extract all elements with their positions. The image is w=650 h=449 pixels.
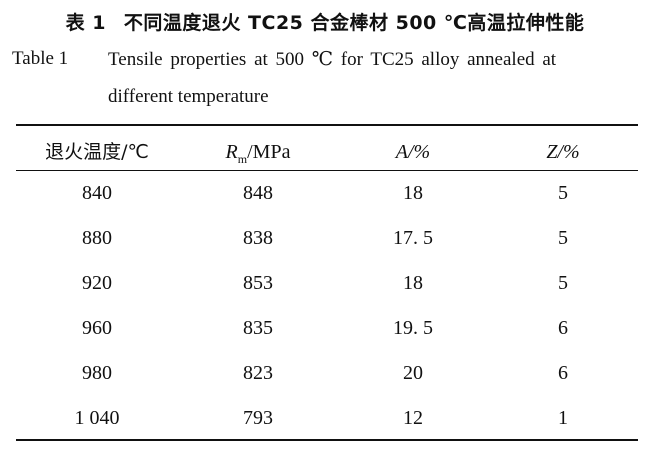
table-cell: 848 bbox=[243, 182, 273, 204]
table-cell: 960 bbox=[82, 317, 112, 339]
table-row: 980 823 20 6 bbox=[16, 353, 638, 393]
table-row: 960 835 19. 5 6 bbox=[16, 308, 638, 348]
table-cell: 18 bbox=[403, 272, 423, 294]
top-rule bbox=[16, 124, 638, 126]
table-cell: 853 bbox=[243, 272, 273, 294]
header-a: A/% bbox=[395, 141, 431, 163]
table-title-english-line2: different temperature bbox=[108, 86, 269, 107]
table-cell: 920 bbox=[82, 272, 112, 294]
table-cell: 823 bbox=[243, 362, 273, 384]
table-header-row: 退火温度/℃ Rm/MPa A/% Z/% bbox=[16, 132, 638, 172]
table-cell: 6 bbox=[558, 362, 568, 384]
header-anneal-temp: 退火温度/℃ bbox=[45, 141, 149, 163]
table-cell: 980 bbox=[82, 362, 112, 384]
table-cell: 20 bbox=[403, 362, 423, 384]
table-cell: 19. 5 bbox=[393, 317, 433, 339]
header-rule bbox=[16, 170, 638, 171]
table-cell: 5 bbox=[558, 227, 568, 249]
table-row: 920 853 18 5 bbox=[16, 263, 638, 303]
table-row: 840 848 18 5 bbox=[16, 173, 638, 213]
table-cell: 6 bbox=[558, 317, 568, 339]
table-cell: 838 bbox=[243, 227, 273, 249]
table-label-chinese: 表 1 bbox=[65, 12, 106, 34]
table-cell: 12 bbox=[403, 407, 423, 429]
table-title-chinese: 表 1 不同温度退火 TC25 合金棒材 500 ℃高温拉伸性能 bbox=[0, 8, 650, 35]
header-z: Z/% bbox=[546, 141, 580, 163]
table-cell: 17. 5 bbox=[393, 227, 433, 249]
header-rm: Rm/MPa bbox=[225, 141, 291, 166]
table-cell: 835 bbox=[243, 317, 273, 339]
table-cell: 840 bbox=[82, 182, 112, 204]
table-cell: 5 bbox=[558, 182, 568, 204]
table-cell: 793 bbox=[243, 407, 273, 429]
table-cell: 880 bbox=[82, 227, 112, 249]
table-row: 880 838 17. 5 5 bbox=[16, 218, 638, 258]
bottom-rule bbox=[16, 439, 638, 441]
table-label-english: Table 1 bbox=[12, 48, 69, 69]
table-cell: 5 bbox=[558, 272, 568, 294]
table-cell: 1 bbox=[558, 407, 568, 429]
table-row: 1 040 793 12 1 bbox=[16, 398, 638, 438]
table-cell: 1 040 bbox=[74, 407, 120, 429]
table-title-chinese-text: 不同温度退火 TC25 合金棒材 500 ℃高温拉伸性能 bbox=[123, 12, 585, 34]
table-cell: 18 bbox=[403, 182, 423, 204]
table-title-english-line1: Tensile properties at 500 ℃ for TC25 all… bbox=[108, 49, 557, 70]
